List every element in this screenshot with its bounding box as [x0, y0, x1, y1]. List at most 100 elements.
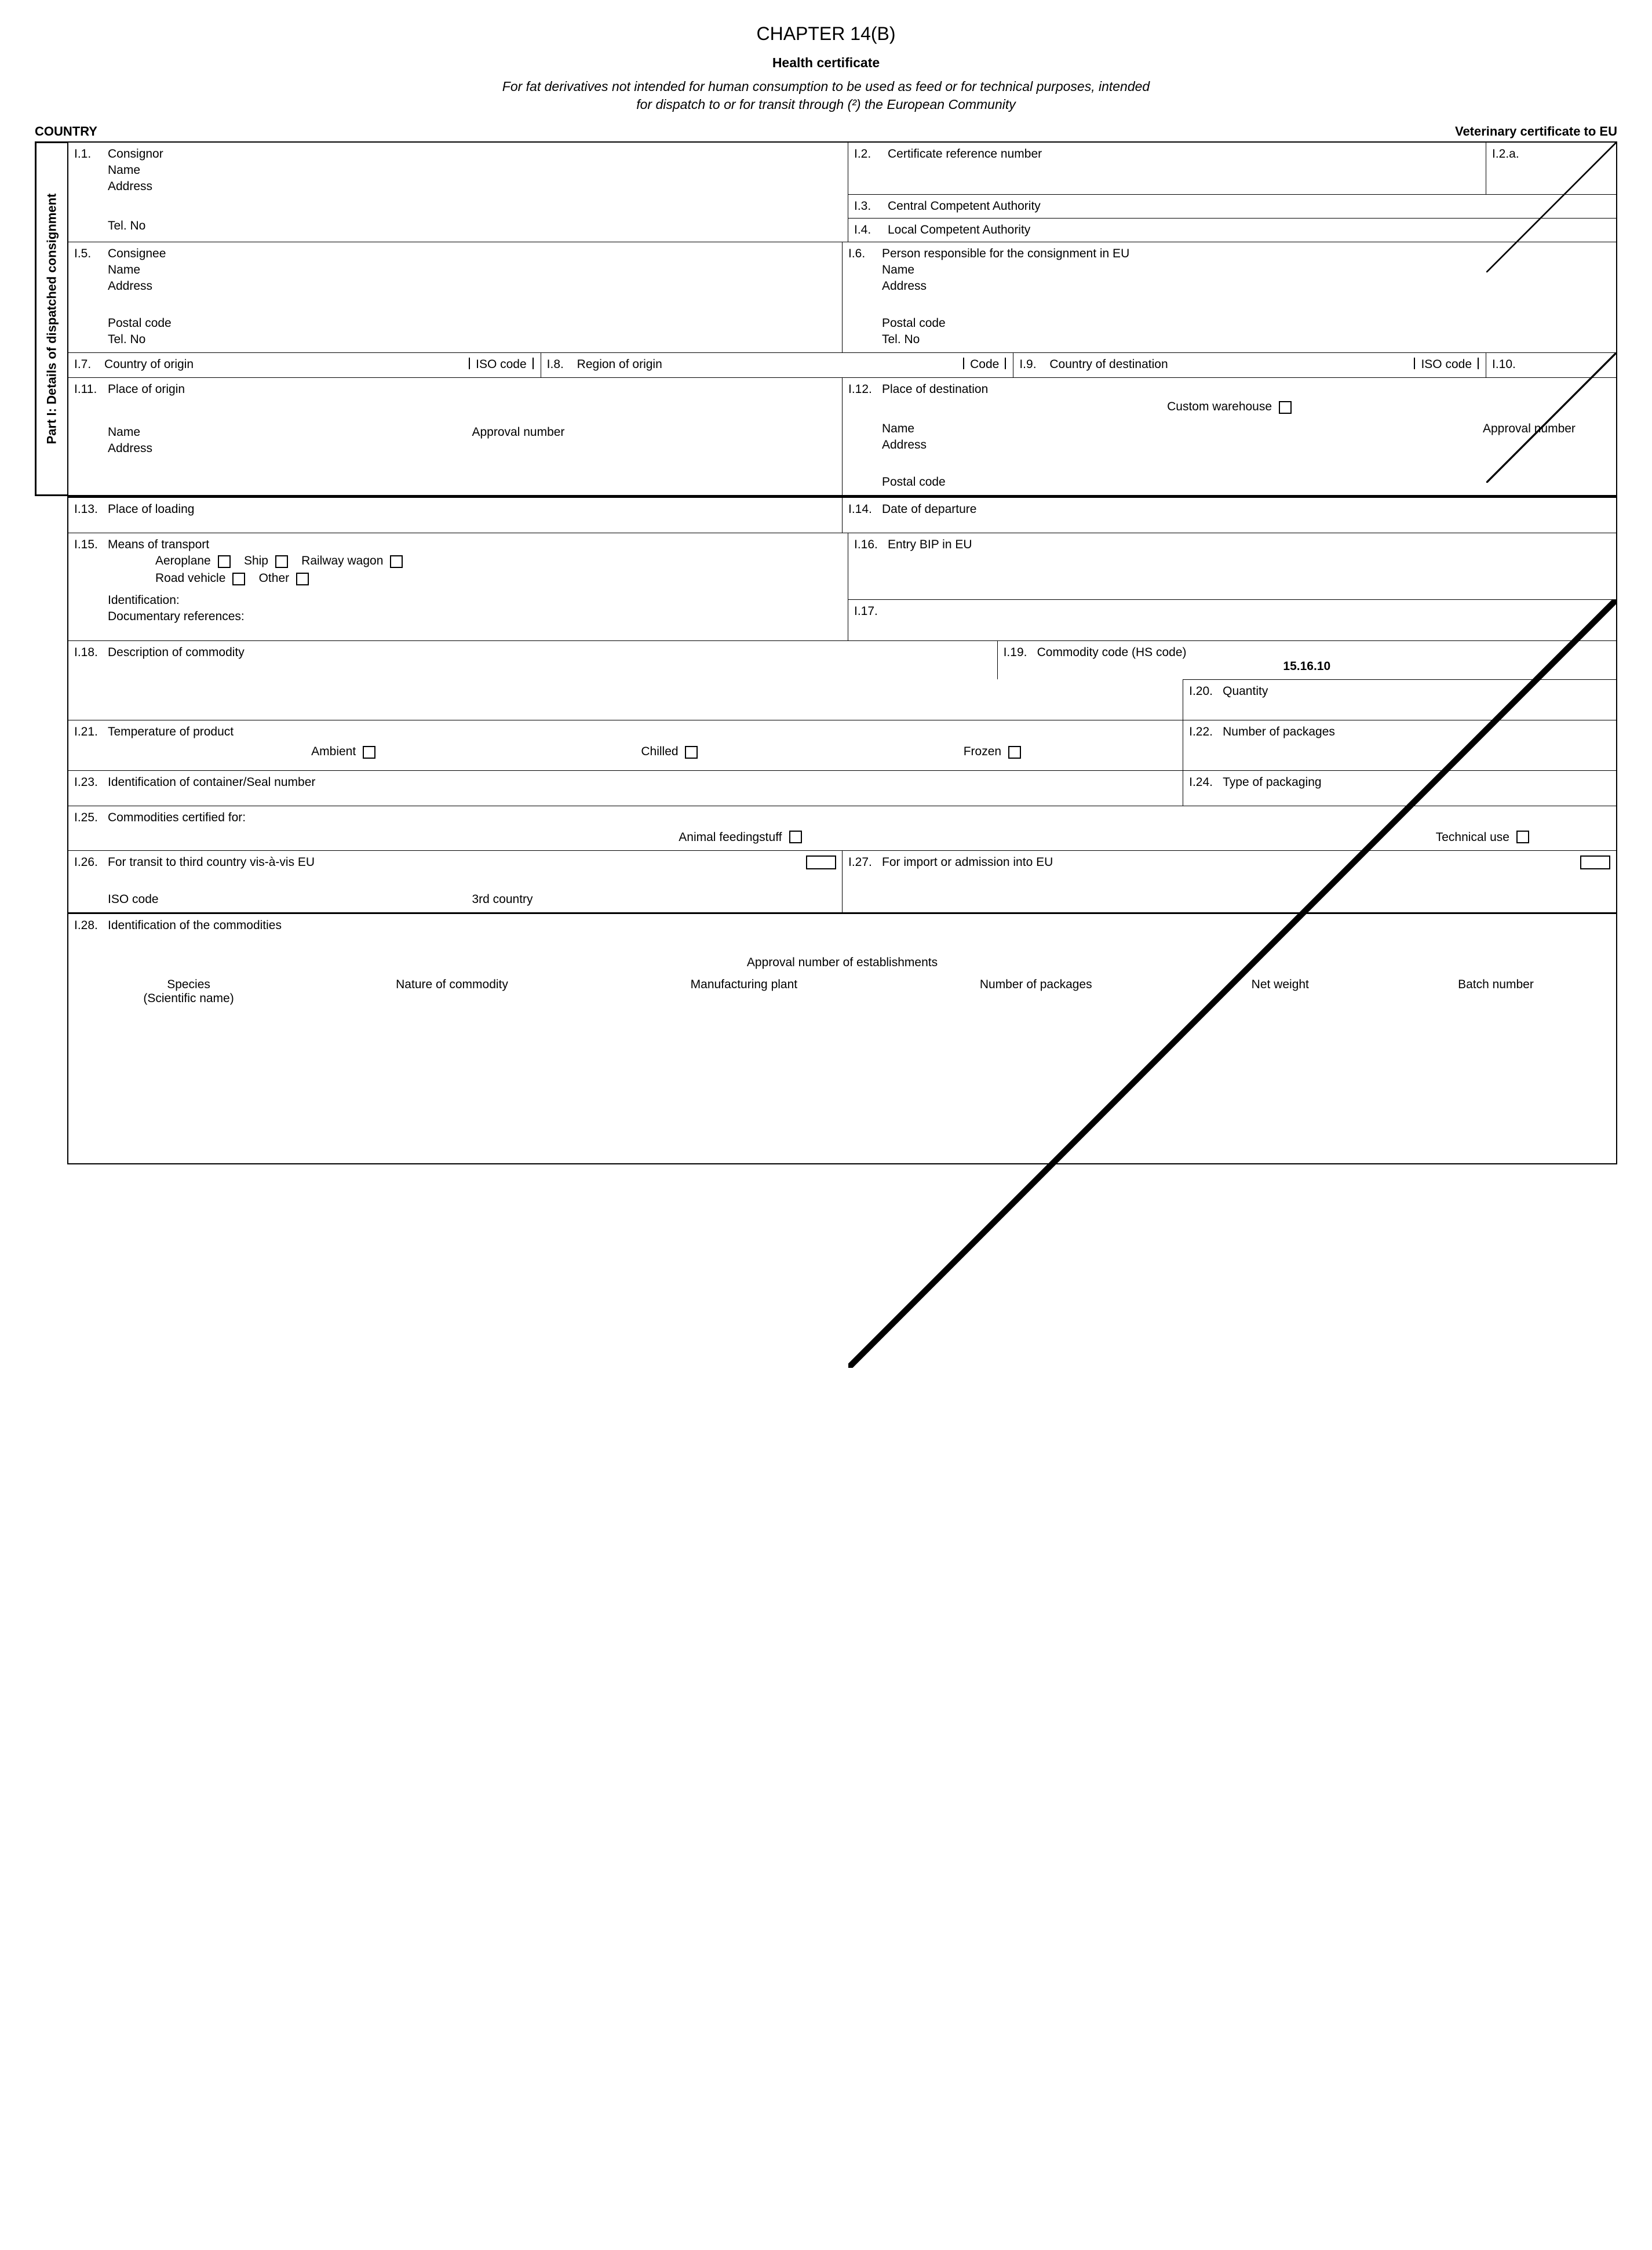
i15-ship-checkbox[interactable]	[275, 555, 288, 568]
intro-line-1: For fat derivatives not intended for hum…	[502, 79, 1150, 94]
i25-tech-checkbox[interactable]	[1516, 831, 1529, 843]
cell-i3: I.3.Central Competent Authority	[848, 195, 1616, 219]
i12-custom: Custom warehouse	[1167, 400, 1272, 413]
cell-i2-block: I.2.Certificate reference number I.2.a. …	[848, 143, 1616, 242]
tick	[963, 358, 964, 369]
i6-address: Address	[882, 279, 1610, 293]
i6-postal: Postal code	[882, 316, 1610, 330]
i28-approval: Approval number of establishments	[74, 956, 1610, 970]
i6-name: Name	[882, 263, 1610, 277]
health-certificate-title: Health certificate	[35, 55, 1617, 71]
cell-i15: I.15.Means of transport Aeroplane Ship R…	[68, 533, 848, 640]
i21-chilled-checkbox[interactable]	[685, 746, 698, 759]
i15-docref: Documentary references:	[108, 610, 842, 624]
i21-chilled: Chilled	[641, 745, 678, 758]
i15-road-checkbox[interactable]	[232, 573, 245, 585]
i25-feed-checkbox[interactable]	[789, 831, 802, 843]
tick	[1478, 358, 1479, 369]
i26-iso: ISO code	[108, 893, 472, 906]
i11-approval: Approval number	[472, 425, 837, 439]
i11-address: Address	[108, 442, 836, 456]
i18-label: Description of commodity	[108, 646, 245, 660]
i16-label: Entry BIP in EU	[888, 538, 972, 552]
i13-num: I.13.	[74, 503, 100, 516]
i21-label: Temperature of product	[108, 725, 234, 739]
i15-ship: Ship	[244, 554, 268, 567]
cell-i9: I.9. Country of destination ISO code	[1013, 353, 1486, 377]
i19-value: 15.16.10	[1004, 660, 1610, 673]
cell-i22: I.22. Number of packages	[1183, 720, 1616, 770]
i25-num: I.25.	[74, 811, 100, 825]
i28-c3: Manufacturing plant	[601, 978, 887, 1006]
i15-aero: Aeroplane	[155, 554, 211, 567]
i26-num: I.26.	[74, 855, 100, 869]
i16-num: I.16.	[854, 538, 880, 552]
i9-label: Country of destination	[1049, 358, 1408, 375]
i1-num: I.1.	[74, 147, 100, 161]
i23-num: I.23.	[74, 776, 100, 789]
i15-other: Other	[259, 571, 290, 585]
i11-name: Name	[108, 425, 472, 439]
i27-bigbox[interactable]	[1580, 855, 1610, 869]
i2-num: I.2.	[854, 147, 880, 161]
i28-c5: Net weight	[1185, 978, 1376, 1006]
i22-num: I.22.	[1189, 725, 1215, 739]
i1-name: Name	[108, 163, 842, 177]
i19-num: I.19.	[1004, 646, 1029, 660]
cell-i13: I.13. Place of loading	[68, 498, 842, 533]
i1-address: Address	[108, 180, 842, 194]
i19-label: Commodity code (HS code)	[1037, 646, 1187, 660]
main-form-table: I.1. Consignor Name Address Tel. No I.2. C…	[67, 141, 1617, 496]
i15-label: Means of transport	[108, 538, 209, 552]
i9-num: I.9.	[1019, 358, 1045, 375]
i28-label: Identification of the commodities	[108, 919, 282, 933]
i1-label: Consignor	[108, 147, 163, 161]
i14-label: Date of departure	[882, 503, 976, 516]
intro-text: For fat derivatives not intended for hum…	[81, 78, 1571, 114]
i15-other-checkbox[interactable]	[296, 573, 309, 585]
i15-rail-checkbox[interactable]	[390, 555, 403, 568]
i15-aero-checkbox[interactable]	[218, 555, 231, 568]
i12-address: Address	[882, 438, 1610, 452]
vet-cert-label: Veterinary certificate to EU	[1455, 124, 1617, 139]
i3-num: I.3.	[854, 199, 880, 213]
country-label: COUNTRY	[35, 124, 97, 139]
cell-i27: I.27. For import or admission into EU	[842, 851, 1616, 912]
cell-i18-lower	[68, 679, 1183, 720]
cell-i28: I.28.Identification of the commodities A…	[68, 914, 1616, 1163]
i8-num: I.8.	[547, 358, 572, 375]
cell-i10: I.10.	[1486, 353, 1616, 377]
i7-num: I.7.	[74, 358, 100, 375]
cell-i19: I.19. Commodity code (HS code) 15.16.10	[997, 641, 1616, 679]
i15-road: Road vehicle	[155, 571, 225, 585]
i28-c4: Number of packages	[893, 978, 1179, 1006]
i21-frozen: Frozen	[964, 745, 1001, 758]
i2-label: Certificate reference number	[888, 147, 1042, 161]
i26-bigbox[interactable]	[806, 855, 836, 869]
tick	[1005, 358, 1006, 369]
cell-i21: I.21. Temperature of product Ambient Chil…	[68, 720, 1183, 770]
i21-ambient: Ambient	[311, 745, 356, 758]
i21-frozen-checkbox[interactable]	[1008, 746, 1021, 759]
cell-i25: I.25.Commodities certified for: Animal f…	[68, 806, 1616, 850]
i1-tel: Tel. No	[108, 219, 842, 233]
i8-label: Region of origin	[577, 358, 957, 375]
i12-custom-checkbox[interactable]	[1279, 401, 1292, 414]
i12-label: Place of destination	[882, 383, 988, 396]
i17-num: I.17.	[854, 605, 878, 618]
cell-i26: I.26. For transit to third country vis-à…	[68, 851, 842, 912]
i4-label: Local Competent Authority	[888, 223, 1030, 237]
i25-tech: Technical use	[802, 831, 1514, 844]
i24-num: I.24.	[1189, 776, 1215, 789]
cell-i2: I.2. Certificate reference number	[848, 143, 1486, 194]
i24-label: Type of packaging	[1223, 776, 1321, 789]
i5-address: Address	[108, 279, 836, 293]
cell-i17: I.17.	[848, 600, 1616, 640]
i21-ambient-checkbox[interactable]	[363, 746, 375, 759]
part-1-sidebar: Part I: Details of dispatched consignmen…	[35, 141, 67, 496]
i22-label: Number of packages	[1223, 725, 1335, 739]
cell-i5: I.5.Consignee Name Address Postal code T…	[68, 242, 842, 352]
cell-i16: I.16. Entry BIP in EU	[848, 533, 1616, 600]
i21-num: I.21.	[74, 725, 100, 739]
i13-label: Place of loading	[108, 503, 194, 516]
